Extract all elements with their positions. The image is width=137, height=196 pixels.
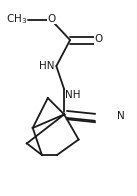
Text: NH: NH (65, 90, 81, 100)
Text: N: N (117, 111, 124, 121)
Text: HN: HN (39, 61, 54, 71)
Text: O: O (48, 14, 56, 24)
Text: $\mathregular{CH_3}$: $\mathregular{CH_3}$ (6, 12, 27, 26)
Text: O: O (94, 34, 103, 44)
